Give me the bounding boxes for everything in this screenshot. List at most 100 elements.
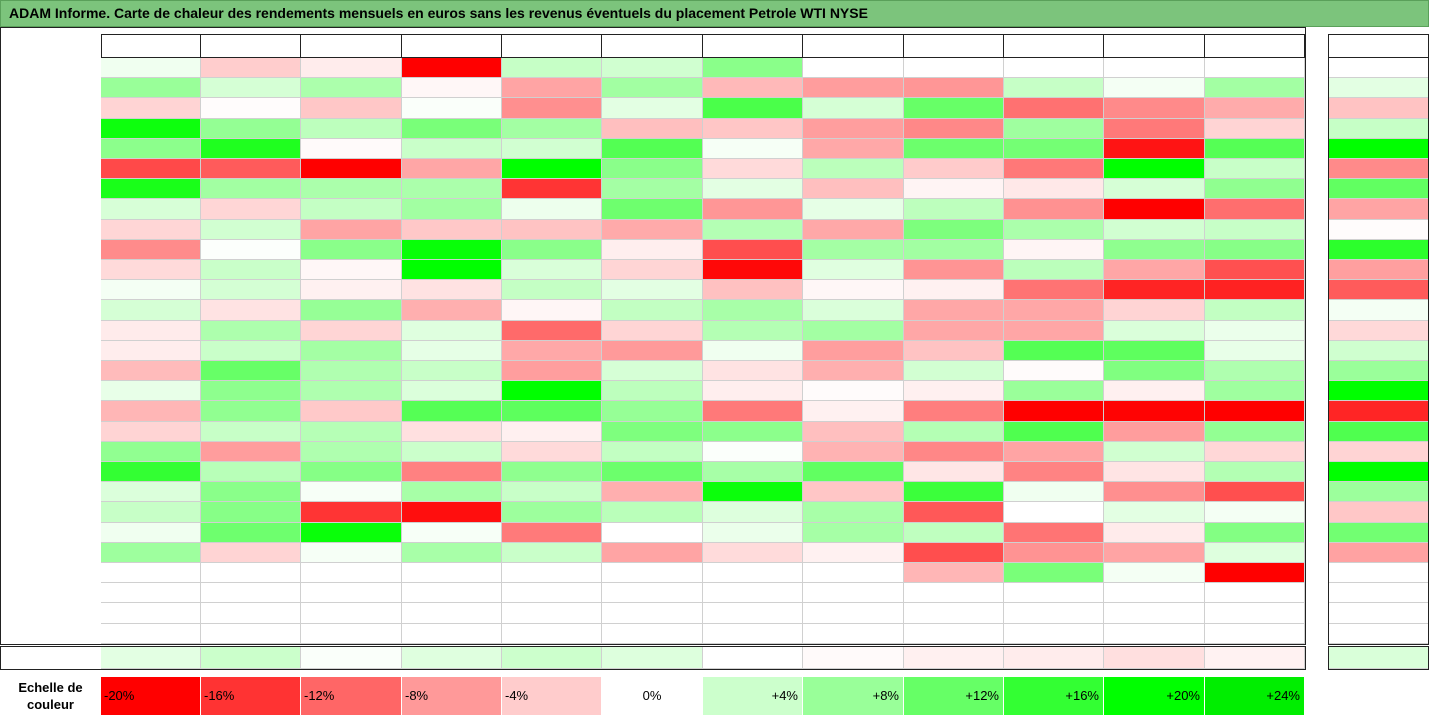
heat-cell — [904, 441, 1004, 462]
heat-cell — [602, 260, 703, 281]
annual-cell — [1328, 462, 1429, 483]
heat-cell — [502, 118, 602, 139]
year-label — [0, 603, 101, 623]
heat-cell — [602, 623, 703, 644]
heat-cell — [1104, 300, 1205, 321]
year-label — [0, 260, 101, 280]
heat-cell — [502, 441, 602, 462]
heat-cell — [602, 340, 703, 361]
heat-cell — [201, 522, 301, 543]
scale-swatch: +4% — [703, 677, 803, 715]
heat-cell — [703, 300, 803, 321]
heat-cell — [101, 239, 201, 260]
heat-cell — [1004, 361, 1104, 382]
heat-cell — [101, 98, 201, 119]
heat-cell — [402, 78, 502, 99]
heat-cell — [101, 260, 201, 281]
average-cell — [602, 647, 703, 669]
heat-cell — [803, 623, 904, 644]
heat-cell — [1205, 98, 1305, 119]
heat-cell — [602, 138, 703, 159]
heat-cell — [201, 401, 301, 422]
heat-cell — [402, 462, 502, 483]
heat-cell — [301, 179, 402, 200]
scale-swatch: +16% — [1004, 677, 1104, 715]
heat-cell — [703, 401, 803, 422]
heat-cell — [101, 199, 201, 220]
heat-cell — [1104, 361, 1205, 382]
heat-cell — [904, 320, 1004, 341]
scale-swatch: -20% — [101, 677, 201, 715]
heat-cell — [201, 381, 301, 402]
heat-cell — [1205, 300, 1305, 321]
heat-cell — [402, 361, 502, 382]
heat-cell — [1205, 502, 1305, 523]
heat-cell — [502, 603, 602, 624]
heat-cell — [1205, 260, 1305, 281]
heat-cell — [1205, 401, 1305, 422]
heat-cell — [904, 280, 1004, 301]
heat-cell — [803, 421, 904, 442]
heat-cell — [1004, 239, 1104, 260]
heat-cell — [201, 583, 301, 604]
heat-cell — [703, 320, 803, 341]
heat-cell — [1205, 361, 1305, 382]
scale-swatch: +8% — [803, 677, 904, 715]
heat-cell — [301, 401, 402, 422]
heat-cell — [703, 179, 803, 200]
heat-cell — [1004, 159, 1104, 180]
heat-cell — [904, 159, 1004, 180]
heat-cell — [904, 118, 1004, 139]
heat-cell — [101, 300, 201, 321]
heat-cell — [1104, 563, 1205, 584]
heat-cell — [904, 58, 1004, 79]
heat-cell — [904, 522, 1004, 543]
heat-cell — [703, 219, 803, 240]
heat-cell — [301, 603, 402, 624]
heat-cell — [1205, 58, 1305, 79]
heat-cell — [602, 381, 703, 402]
year-label — [0, 361, 101, 381]
heat-cell — [402, 58, 502, 79]
heat-cell — [602, 98, 703, 119]
heat-cell — [1104, 320, 1205, 341]
heat-cell — [201, 502, 301, 523]
heat-cell — [502, 563, 602, 584]
heat-cell — [602, 401, 703, 422]
year-label — [0, 240, 101, 260]
heat-cell — [703, 583, 803, 604]
heat-cell — [803, 300, 904, 321]
heat-cell — [101, 462, 201, 483]
heat-cell — [502, 583, 602, 604]
heat-cell — [1205, 118, 1305, 139]
heat-cell — [1004, 118, 1104, 139]
heat-cell — [1004, 381, 1104, 402]
heat-cell — [201, 320, 301, 341]
heat-cell — [803, 260, 904, 281]
year-label — [0, 139, 101, 159]
heat-cell — [402, 401, 502, 422]
heat-cell — [602, 159, 703, 180]
heat-cell — [101, 179, 201, 200]
year-label — [0, 482, 101, 502]
annual-cell — [1328, 118, 1429, 139]
heat-cell — [402, 502, 502, 523]
heat-cell — [1104, 623, 1205, 644]
heat-cell — [101, 542, 201, 563]
heat-cell — [803, 219, 904, 240]
annual-cell — [1328, 199, 1429, 220]
heat-cell — [904, 98, 1004, 119]
heat-cell — [904, 542, 1004, 563]
heat-cell — [402, 381, 502, 402]
year-label — [0, 58, 101, 78]
heat-cell — [602, 421, 703, 442]
heat-cell — [904, 219, 1004, 240]
heat-cell — [301, 583, 402, 604]
heat-cell — [502, 219, 602, 240]
year-label — [0, 78, 101, 98]
heat-cell — [1205, 381, 1305, 402]
year-label — [0, 442, 101, 462]
heat-cell — [502, 542, 602, 563]
annual-cell — [1328, 340, 1429, 361]
heat-cell — [301, 320, 402, 341]
